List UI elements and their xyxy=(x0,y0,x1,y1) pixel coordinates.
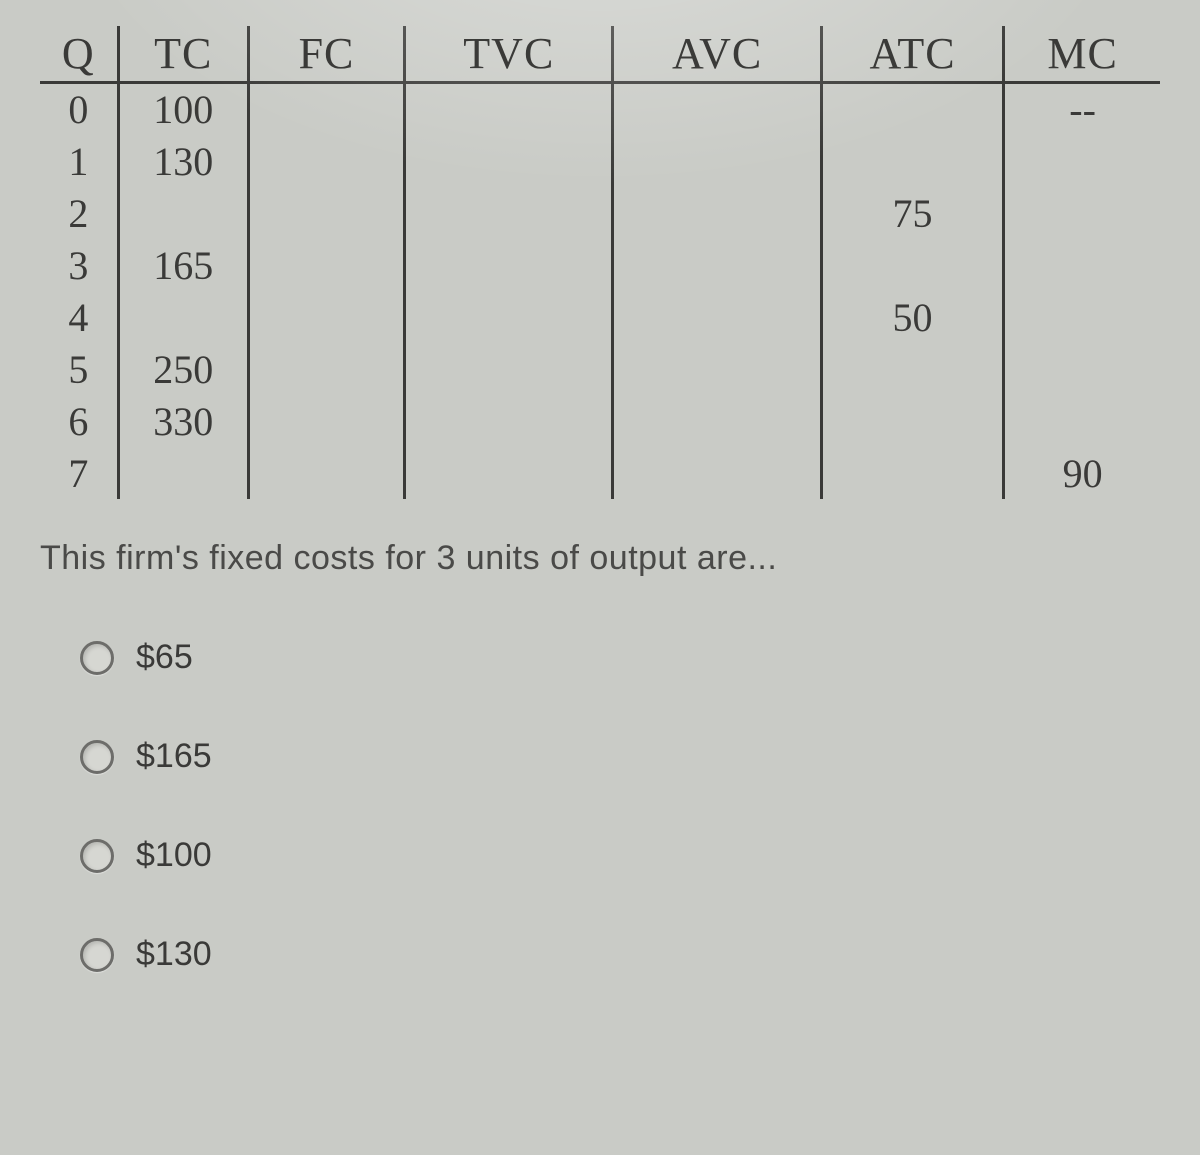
table-cell xyxy=(405,187,613,239)
table-header-row: Q TC FC TVC AVC ATC MC xyxy=(40,26,1160,83)
table-cell: -- xyxy=(1004,83,1160,136)
table-cell: 130 xyxy=(118,135,248,187)
table-cell xyxy=(613,187,821,239)
cost-table: Q TC FC TVC AVC ATC MC 0100--11302753165… xyxy=(40,26,1160,499)
col-header: Q xyxy=(40,26,118,83)
table-cell xyxy=(248,187,404,239)
table-cell: 90 xyxy=(1004,447,1160,499)
table-cell xyxy=(248,83,404,136)
table-cell: 165 xyxy=(118,239,248,291)
table-cell xyxy=(821,83,1003,136)
table-cell xyxy=(613,135,821,187)
table-cell: 7 xyxy=(40,447,118,499)
answer-option[interactable]: $165 xyxy=(80,737,1160,776)
table-cell: 6 xyxy=(40,395,118,447)
radio-icon[interactable] xyxy=(80,740,114,774)
table-row: 2 75 xyxy=(40,187,1160,239)
table-cell xyxy=(405,343,613,395)
table-cell: 50 xyxy=(821,291,1003,343)
table-cell xyxy=(613,239,821,291)
table-cell xyxy=(1004,343,1160,395)
table-row: 3165 xyxy=(40,239,1160,291)
table-cell xyxy=(405,83,613,136)
table-cell xyxy=(248,447,404,499)
table-cell: 4 xyxy=(40,291,118,343)
table-cell xyxy=(405,395,613,447)
table-cell xyxy=(613,447,821,499)
table-cell xyxy=(248,239,404,291)
answer-option[interactable]: $130 xyxy=(80,935,1160,974)
col-header: FC xyxy=(248,26,404,83)
table-cell xyxy=(405,135,613,187)
table-cell xyxy=(405,447,613,499)
table-row: 4 50 xyxy=(40,291,1160,343)
col-header: TC xyxy=(118,26,248,83)
table-cell xyxy=(821,447,1003,499)
table-cell: 5 xyxy=(40,343,118,395)
table-cell xyxy=(1004,187,1160,239)
table-cell xyxy=(821,343,1003,395)
table-cell xyxy=(613,291,821,343)
table-cell xyxy=(1004,239,1160,291)
table-row: 0100 -- xyxy=(40,83,1160,136)
table-cell xyxy=(248,135,404,187)
table-cell xyxy=(613,395,821,447)
table-cell xyxy=(405,291,613,343)
table-row: 1130 xyxy=(40,135,1160,187)
table-row: 7 90 xyxy=(40,447,1160,499)
radio-icon[interactable] xyxy=(80,641,114,675)
table-cell xyxy=(1004,395,1160,447)
table-cell xyxy=(613,83,821,136)
col-header: TVC xyxy=(405,26,613,83)
col-header: ATC xyxy=(821,26,1003,83)
radio-icon[interactable] xyxy=(80,839,114,873)
question-text: This firm's fixed costs for 3 units of o… xyxy=(40,539,1160,578)
table-cell xyxy=(1004,291,1160,343)
option-label: $165 xyxy=(136,737,212,776)
table-cell xyxy=(1004,135,1160,187)
answer-options: $65 $165 $100 $130 xyxy=(40,638,1160,974)
table-cell xyxy=(248,291,404,343)
table-cell xyxy=(118,447,248,499)
table-cell xyxy=(613,343,821,395)
table-row: 5250 xyxy=(40,343,1160,395)
answer-option[interactable]: $65 xyxy=(80,638,1160,677)
table-cell xyxy=(821,135,1003,187)
table-cell: 100 xyxy=(118,83,248,136)
option-label: $100 xyxy=(136,836,212,875)
col-header: MC xyxy=(1004,26,1160,83)
col-header: AVC xyxy=(613,26,821,83)
table-row: 6330 xyxy=(40,395,1160,447)
option-label: $65 xyxy=(136,638,193,677)
table-cell: 330 xyxy=(118,395,248,447)
table-cell: 250 xyxy=(118,343,248,395)
table-cell: 3 xyxy=(40,239,118,291)
table-cell xyxy=(821,239,1003,291)
answer-option[interactable]: $100 xyxy=(80,836,1160,875)
table-cell xyxy=(821,395,1003,447)
radio-icon[interactable] xyxy=(80,938,114,972)
table-cell xyxy=(405,239,613,291)
option-label: $130 xyxy=(136,935,212,974)
table-cell xyxy=(248,395,404,447)
table-cell: 0 xyxy=(40,83,118,136)
table-body: 0100--1130275316545052506330790 xyxy=(40,83,1160,500)
table-cell xyxy=(248,343,404,395)
table-cell xyxy=(118,291,248,343)
table-cell: 1 xyxy=(40,135,118,187)
table-cell: 75 xyxy=(821,187,1003,239)
table-cell: 2 xyxy=(40,187,118,239)
table-cell xyxy=(118,187,248,239)
